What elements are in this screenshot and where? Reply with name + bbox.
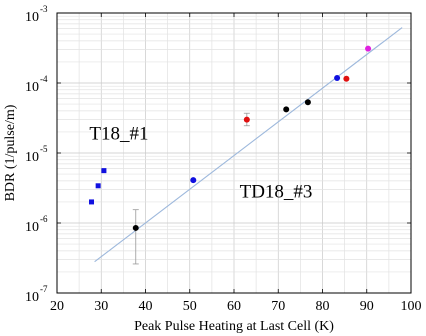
data-point-square [89, 199, 95, 205]
x-tick-label: 60 [227, 299, 241, 314]
data-point-circle [190, 177, 197, 184]
y-tick-label-base: 10 [25, 290, 39, 305]
x-tick-label: 70 [271, 299, 285, 314]
y-tick-label-exponent: -6 [40, 214, 48, 224]
x-tick-label: 20 [50, 299, 64, 314]
y-tick-label-base: 10 [25, 10, 39, 25]
x-tick-label: 30 [94, 299, 108, 314]
y-tick-label-exponent: -7 [40, 284, 48, 294]
annotation-label: T18_#1 [89, 124, 148, 145]
x-tick-label: 90 [360, 299, 374, 314]
grid-lines [56, 12, 412, 294]
y-tick-label-exponent: -5 [40, 144, 48, 154]
annotations: T18_#1 TD18_#3 [89, 124, 312, 203]
data-point-circle [304, 99, 311, 106]
x-tick-label: 80 [316, 299, 330, 314]
y-tick-label-exponent: -3 [40, 4, 48, 14]
y-tick-label-base: 10 [25, 220, 39, 235]
fit-line [94, 27, 403, 263]
data-point-circle [243, 116, 250, 123]
y-tick-label-base: 10 [25, 150, 39, 165]
data-point-circle [365, 45, 372, 52]
data-point-circle [334, 74, 341, 81]
fit-line-layer [94, 27, 403, 263]
data-point-square [95, 183, 101, 189]
data-point-circle [283, 106, 290, 113]
data-point-square [101, 168, 107, 174]
annotation-label: TD18_#3 [240, 182, 313, 203]
y-tick-label-base: 10 [25, 80, 39, 95]
y-axis-label: BDR (1/pulse/m) [3, 104, 18, 201]
data-point-circle [343, 75, 350, 82]
x-axis-label: Peak Pulse Heating at Last Cell (K) [134, 319, 334, 334]
y-tick-label-exponent: -4 [40, 74, 48, 84]
data-point-circle [132, 224, 139, 231]
x-tick-label: 100 [401, 299, 422, 314]
x-tick-label: 50 [183, 299, 197, 314]
x-tick-label: 40 [139, 299, 153, 314]
y-tick-labels: 10-310-410-510-610-7 [25, 4, 48, 305]
data-points [89, 45, 372, 265]
x-tick-labels: 20 30 40 50 60 70 80 90 100 [50, 299, 422, 314]
plot-frame [56, 12, 412, 294]
